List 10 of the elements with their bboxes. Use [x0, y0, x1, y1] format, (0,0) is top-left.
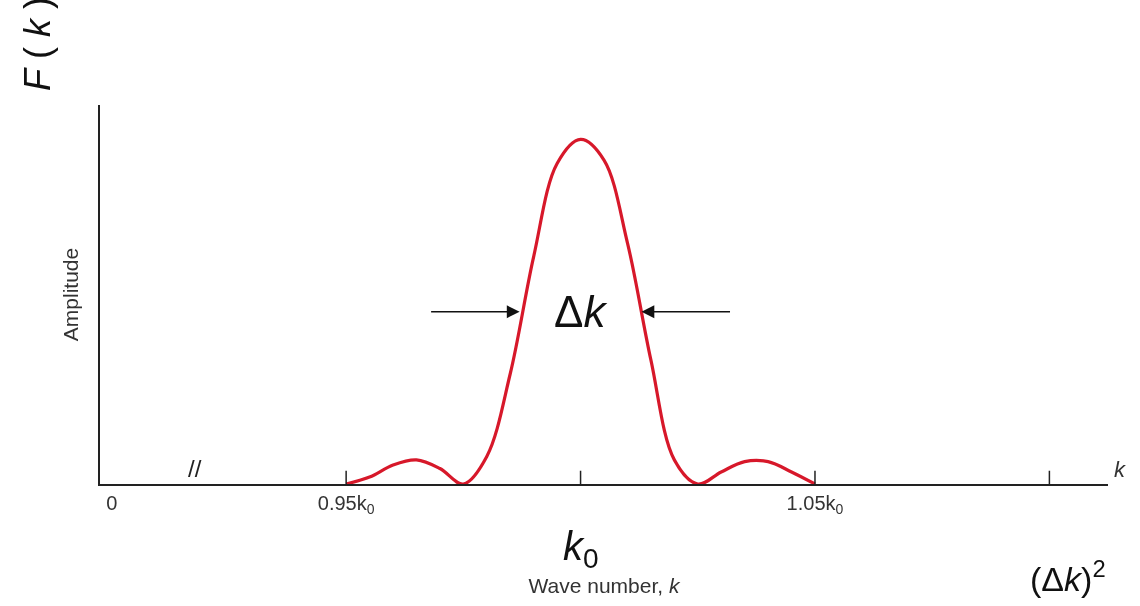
- text: k$_{0}$: [563, 524, 599, 575]
- x-tick-label: 0.95k$_{0}$: [317, 491, 375, 517]
- x-tick-label: 0: [106, 491, 118, 514]
- annotation: Δk: [554, 287, 608, 336]
- x-tick-label: 1.05k$_{0}$: [786, 491, 844, 517]
- text: (Δk)$^{2}$: [1030, 555, 1106, 599]
- x-axis-title: Wave number, k: [528, 573, 681, 597]
- text: k: [1114, 457, 1126, 482]
- y-axis-title: Amplitude: [58, 247, 82, 342]
- annotation: //: [188, 455, 202, 482]
